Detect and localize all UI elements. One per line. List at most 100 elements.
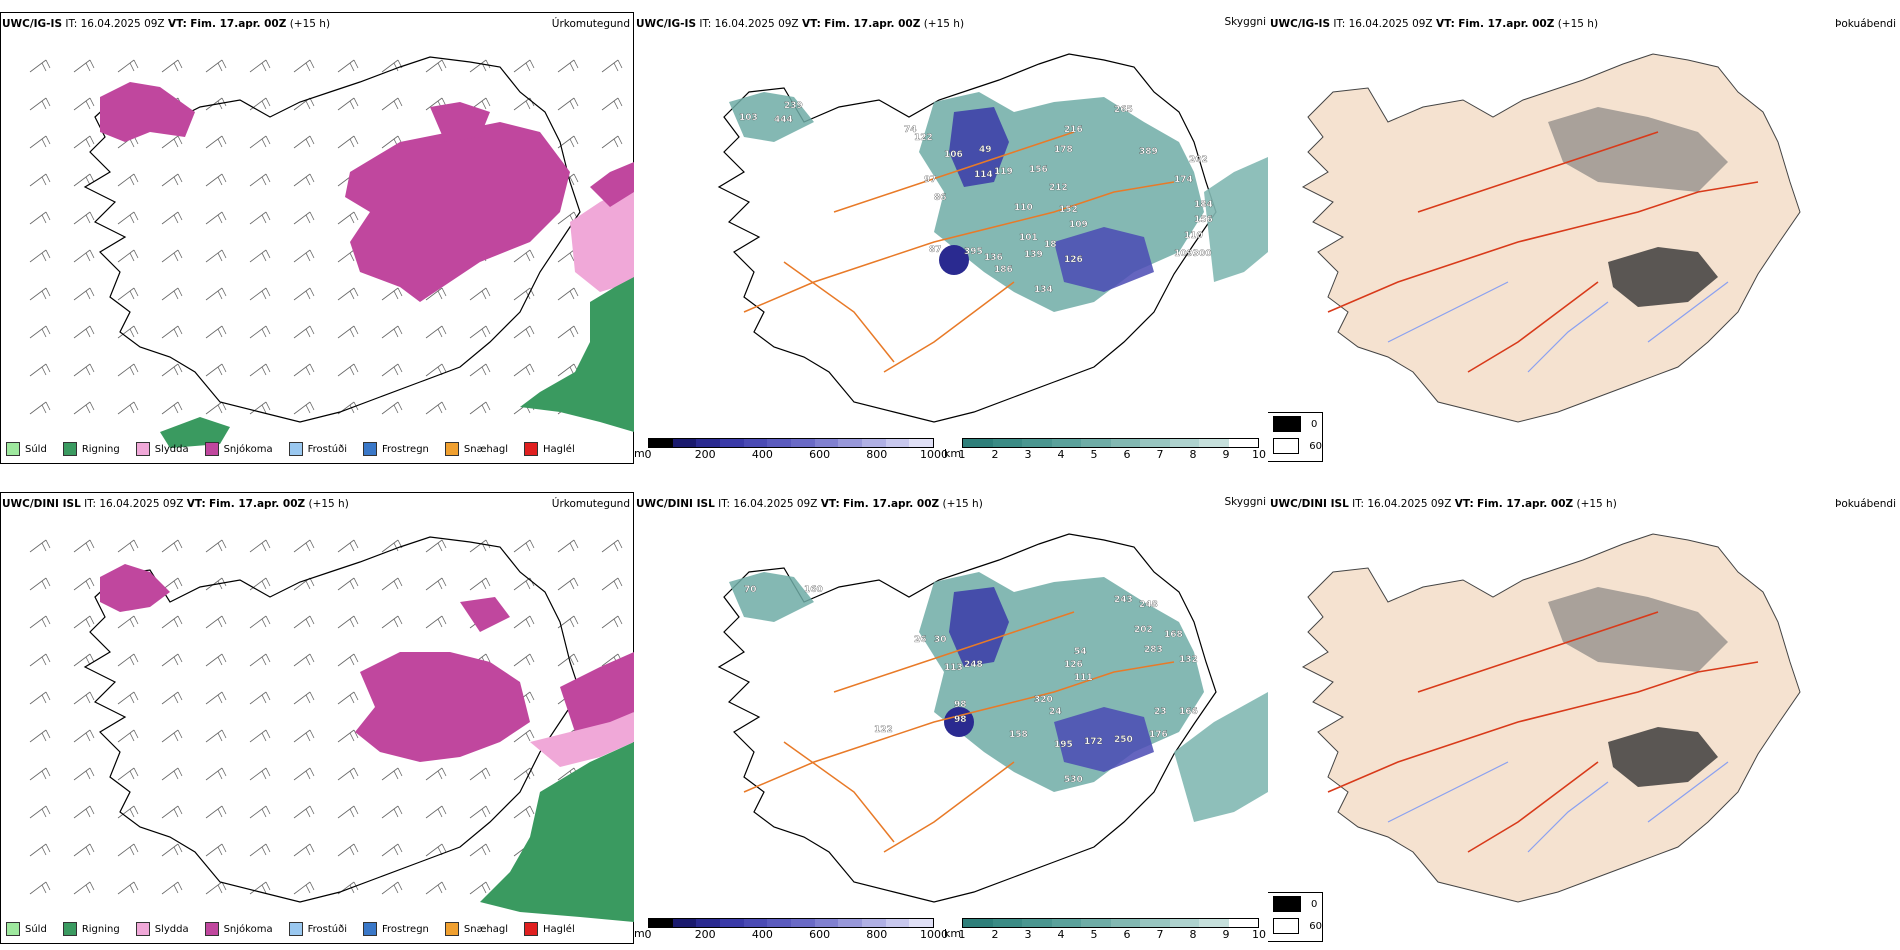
wind-barb [117, 325, 139, 339]
colorbar-cell [992, 439, 1022, 447]
legend-label: 0 [1311, 418, 1318, 430]
wind-barb [249, 539, 271, 553]
precip-type-panel-row1: UWC/IG-IS IT: 16.04.2025 09Z VT: Fim. 17… [0, 12, 634, 464]
wind-barb [205, 767, 227, 781]
panel-header: UWC/DINI ISL IT: 16.04.2025 09Z VT: Fim.… [2, 498, 349, 510]
low-cloud-area-2 [1054, 707, 1154, 772]
colorbar-tick-label: 3 [1024, 448, 1032, 461]
wind-barb [337, 135, 359, 149]
wind-barb [73, 97, 95, 111]
cloud-base-label: 530 [1064, 775, 1083, 785]
cloud-base-label: 395 [964, 247, 983, 257]
wind-barb [557, 287, 579, 301]
fog-legend: 0 60 [1268, 892, 1323, 942]
colorbar-unit: km [944, 447, 962, 460]
colorbar-cell [791, 919, 815, 927]
cloud-base-label: 248 [964, 660, 983, 670]
wind-barb [161, 729, 183, 743]
cloud-base-label: 18 [1044, 240, 1057, 250]
wind-barb [29, 805, 51, 819]
wind-barb [29, 729, 51, 743]
wind-barb [117, 59, 139, 73]
visibility-colorbar: km 1 2 3 4 5 6 7 8 9 10 [944, 918, 1266, 942]
cloud-base-label: 49 [979, 145, 992, 155]
precip-legend-item: Súld [6, 442, 47, 456]
wind-barb [293, 135, 315, 149]
wind-barb [161, 325, 183, 339]
panel-title: Úrkomutegund [551, 18, 630, 30]
visibility-panel-row2: UWC/DINI ISL IT: 16.04.2025 09Z VT: Fim.… [634, 492, 1268, 944]
fog-legend: 0 60 [1268, 412, 1323, 462]
rain-area-east [520, 277, 634, 432]
wind-barb [205, 805, 227, 819]
wind-barb [337, 539, 359, 553]
wind-barb [249, 249, 271, 263]
vt-value: Fim. 17.apr. 00Z [843, 498, 940, 510]
wind-barb [205, 135, 227, 149]
wind-barb [337, 729, 359, 743]
fog-grey-area [1548, 587, 1728, 672]
snow-area-nw [100, 82, 195, 142]
wind-barb [117, 401, 139, 415]
wind-barb [117, 805, 139, 819]
snow-area-north [460, 597, 510, 632]
wind-barb [29, 691, 51, 705]
wind-barb [557, 539, 579, 553]
wind-barb [557, 577, 579, 591]
wind-barb [381, 615, 403, 629]
cloud-base-label: 70 [744, 585, 757, 595]
colorbar-cell [1199, 919, 1229, 927]
model-name: UWC/IG-IS [2, 18, 63, 30]
it-label: IT: [84, 498, 97, 510]
legend-label: Frostregn [382, 923, 429, 935]
wind-barb [73, 805, 95, 819]
it-value: 16.04.2025 09Z [1348, 18, 1433, 30]
wind-barb [425, 615, 447, 629]
wind-barb [293, 881, 315, 895]
colorbar-unit: km [944, 927, 962, 940]
colorbar-ticks: 0 200 400 600 800 1000 [645, 448, 949, 462]
wind-barb [469, 881, 491, 895]
wind-barb [249, 805, 271, 819]
colorbar-tick-label: 8 [1189, 928, 1197, 941]
wind-barb [557, 325, 579, 339]
snow-area-main [355, 652, 530, 762]
cloud-base-label: 156 [1029, 165, 1048, 175]
wind-barb [117, 287, 139, 301]
colorbar-unit: m [634, 447, 645, 460]
legend-label: Snjókoma [223, 443, 273, 455]
colorbar-tick-label: 2 [991, 928, 999, 941]
colorbar-cells [962, 438, 1259, 448]
wind-barb [337, 691, 359, 705]
colorbar-cell [1110, 439, 1140, 447]
wind-barb [73, 539, 95, 553]
cloud-base-label: 202 [1134, 625, 1153, 635]
legend-swatch [6, 442, 20, 456]
cloud-base-label: 216 [1064, 125, 1083, 135]
colorbar-cell [838, 439, 863, 447]
teal-nw-area [729, 572, 814, 622]
wind-barb [293, 401, 315, 415]
red-road-network [1327, 611, 1759, 853]
precip-legend-item: Slydda [135, 922, 189, 936]
wind-barb [557, 59, 579, 73]
wind-barb [557, 97, 579, 111]
wind-barb [293, 615, 315, 629]
cloud-base-label: 172 [1084, 737, 1103, 747]
road-network [743, 611, 1175, 853]
wind-barb [381, 97, 403, 111]
colorbar-tick-label: 1 [958, 448, 966, 461]
colorbar-cell [992, 919, 1022, 927]
vt-label: VT: [1435, 18, 1455, 30]
wind-barb [73, 135, 95, 149]
wind-barb [337, 59, 359, 73]
colorbar-tick-label: 800 [866, 928, 888, 941]
wind-barb [161, 249, 183, 263]
wind-barb [117, 843, 139, 857]
wind-barb [469, 401, 491, 415]
snow-area-main [345, 122, 570, 302]
wind-barb [381, 881, 403, 895]
cloud-base-label: 110 [1184, 231, 1203, 241]
colorbar-cell [1110, 919, 1140, 927]
colorbar-cell [814, 439, 839, 447]
